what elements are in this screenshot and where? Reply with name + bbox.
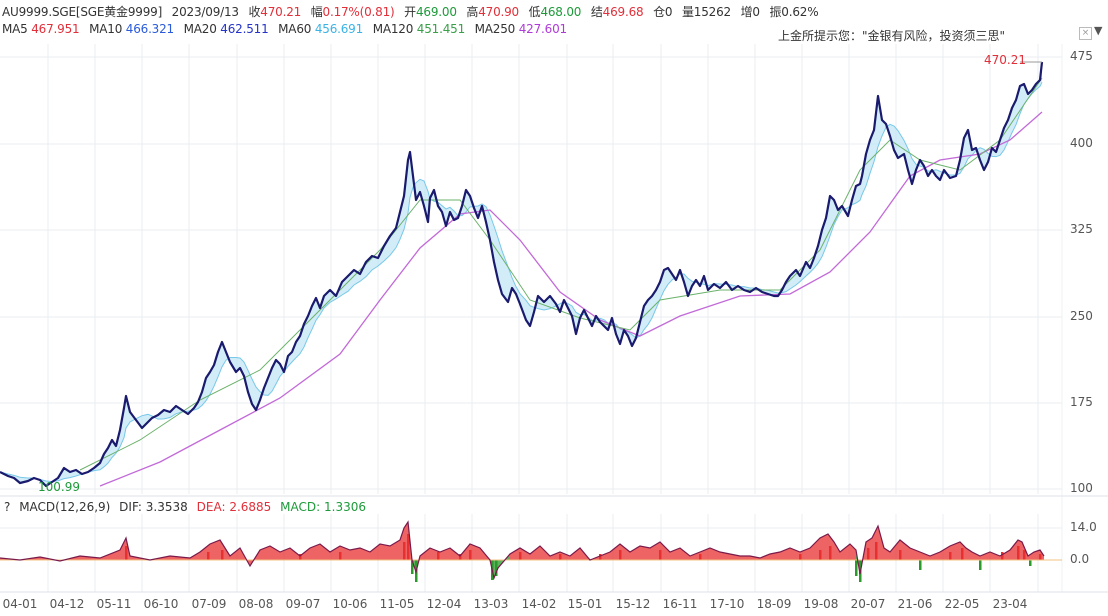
oi-change-field: 增0 xyxy=(740,5,760,19)
dropdown-triangle-icon[interactable]: ▼ xyxy=(1094,24,1103,37)
macd-value: MACD: 1.3306 xyxy=(280,500,366,514)
x-tick: 18-09 xyxy=(756,597,792,611)
open-interest-field: 仓0 xyxy=(653,5,673,19)
price-line xyxy=(0,61,1044,488)
close-field: 收470.21 xyxy=(248,5,302,19)
x-tick: 19-08 xyxy=(803,597,839,611)
x-tick: 05-11 xyxy=(96,597,132,611)
x-tick: 12-04 xyxy=(426,597,462,611)
low-field: 低468.00 xyxy=(528,5,582,19)
ma20-legend: MA20 462.511 xyxy=(183,22,269,36)
macd-histogram xyxy=(0,522,1062,582)
open-field: 开469.00 xyxy=(404,5,457,19)
x-tick: 17-10 xyxy=(709,597,745,611)
last-price-label: 470.21 xyxy=(984,53,1026,67)
x-tick: 11-05 xyxy=(379,597,415,611)
ma250-legend: MA250 427.601 xyxy=(474,22,568,36)
y-tick-400: 400 xyxy=(1070,136,1093,150)
ma10-legend: MA10 466.321 xyxy=(89,22,174,36)
x-tick: 09-07 xyxy=(285,597,321,611)
y-tick-175: 175 xyxy=(1070,395,1093,409)
quote-date: 2023/09/13 xyxy=(171,5,239,19)
x-tick: 14-02 xyxy=(521,597,557,611)
ma120-line xyxy=(79,77,1043,471)
high-field: 高470.90 xyxy=(466,5,519,19)
x-tick: 22-05 xyxy=(944,597,980,611)
settle-field: 结469.68 xyxy=(590,5,644,19)
macd-title: MACD(12,26,9) xyxy=(19,500,111,514)
ma-legend: MA5 467.951 MA10 466.321 MA20 462.511 MA… xyxy=(2,22,573,36)
x-tick: 16-11 xyxy=(662,597,698,611)
ma5-legend: MA5 467.951 xyxy=(2,22,80,36)
x-tick: 20-07 xyxy=(850,597,886,611)
y-tick-325: 325 xyxy=(1070,222,1093,236)
x-tick: 06-10 xyxy=(143,597,179,611)
volume-field: 量15262 xyxy=(681,5,731,19)
x-tick: 15-01 xyxy=(567,597,603,611)
macd-header: ? MACD(12,26,9) DIF: 3.3538 DEA: 2.6885 … xyxy=(4,500,371,514)
dif-value: DIF: 3.3538 xyxy=(119,500,188,514)
x-tick: 08-08 xyxy=(238,597,274,611)
close-icon[interactable]: × xyxy=(1079,27,1092,40)
y-tick-100: 100 xyxy=(1070,481,1093,495)
help-icon[interactable]: ? xyxy=(4,500,11,514)
risk-notice: 上金所提示您："金银有风险，投资须三思" xyxy=(778,29,1006,43)
macd-tick-14: 14.0 xyxy=(1070,520,1097,534)
dea-value: DEA: 2.6885 xyxy=(196,500,272,514)
x-tick: 15-12 xyxy=(615,597,651,611)
x-tick: 13-03 xyxy=(473,597,509,611)
min-price-label: 100.99 xyxy=(38,480,80,494)
ma250-line xyxy=(99,111,1043,487)
y-tick-475: 475 xyxy=(1070,49,1093,63)
y-tick-250: 250 xyxy=(1070,309,1093,323)
x-tick: 07-09 xyxy=(191,597,227,611)
x-tick: 10-06 xyxy=(332,597,368,611)
quote-header: AU9999.SGE[SGE黄金9999] 2023/09/13 收470.21… xyxy=(2,3,824,20)
x-tick: 23-04 xyxy=(992,597,1028,611)
change-field: 幅0.17%(0.81) xyxy=(310,5,395,19)
ma120-legend: MA120 451.451 xyxy=(372,22,466,36)
amplitude-field: 振0.62% xyxy=(769,5,819,19)
macd-tick-0: 0.0 xyxy=(1070,552,1090,566)
x-tick: 04-01 xyxy=(2,597,38,611)
symbol-name: AU9999.SGE[SGE黄金9999] xyxy=(2,5,163,19)
ma-band xyxy=(0,62,1043,486)
x-tick: 21-06 xyxy=(897,597,933,611)
ma60-legend: MA60 456.691 xyxy=(278,22,364,36)
macd-dif-line xyxy=(0,520,1045,581)
x-tick: 04-12 xyxy=(49,597,85,611)
